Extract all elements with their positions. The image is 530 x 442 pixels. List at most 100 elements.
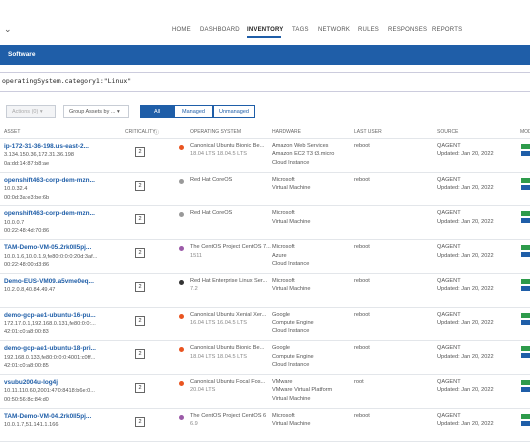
hardware-line: Virtual Machine bbox=[272, 286, 311, 293]
hardware-line: Virtual Machine bbox=[272, 185, 311, 192]
filter-button[interactable]: Unmanaged bbox=[213, 105, 255, 118]
os-line: Red Hat Enterprise Linux Ser... bbox=[190, 277, 268, 284]
source-line: Updated: Jan 20, 2022 bbox=[437, 151, 494, 158]
column-header[interactable]: ASSET bbox=[4, 129, 21, 135]
asset-detail: 10.0.1.7,51.141.1.166 bbox=[4, 422, 59, 428]
hardware-line: Google bbox=[272, 345, 291, 352]
asset-name[interactable]: openshift463-corp-dem-mzn... bbox=[4, 210, 95, 218]
hardware-line: Microsoft bbox=[272, 210, 295, 217]
asset-name[interactable]: demo-gcp-ae1-ubuntu-18-pri... bbox=[4, 345, 96, 353]
column-header[interactable]: CRITICALITY bbox=[125, 129, 156, 135]
group-label: Group Assets by ... bbox=[69, 109, 116, 115]
last-user: reboot bbox=[354, 412, 370, 419]
hardware-line: Virtual Machine bbox=[272, 395, 311, 402]
module-badge bbox=[521, 211, 530, 217]
source-line: Updated: Jan 20, 2022 bbox=[437, 421, 494, 427]
hardware-line: Microsoft bbox=[272, 176, 295, 183]
source-line: QAGENT bbox=[437, 311, 461, 318]
nav-item[interactable]: RESPONSES bbox=[388, 27, 428, 33]
header-line bbox=[0, 138, 530, 139]
row-line bbox=[0, 407, 530, 409]
row-line bbox=[0, 205, 530, 207]
group-dropdown[interactable]: Group Assets by ... ▾ bbox=[63, 105, 129, 118]
asset-detail: 42:01:c0:a8:00:85 bbox=[4, 363, 49, 369]
os-icon bbox=[179, 145, 184, 150]
nav-item[interactable]: INVENTORY bbox=[247, 27, 284, 33]
row-line bbox=[0, 272, 530, 274]
filter-button[interactable]: Managed bbox=[174, 105, 213, 118]
last-user: reboot bbox=[354, 277, 370, 284]
asset-detail: 42:01:c0:a8:00:83 bbox=[4, 329, 49, 336]
asset-name[interactable]: vsubu2004u-log4j bbox=[4, 378, 58, 386]
asset-name[interactable]: TAM-Demo-VM-05.2rk0ll5pj... bbox=[4, 244, 92, 252]
last-user: reboot bbox=[354, 143, 370, 149]
module-badge bbox=[521, 151, 530, 156]
asset-detail: 00:50:56:8c:84:d0 bbox=[4, 396, 49, 403]
asset-detail: 10.0.32.4 bbox=[4, 186, 28, 193]
criticality-badge: 2 bbox=[135, 180, 145, 191]
actions-dropdown[interactable]: Actions (0) ▾ bbox=[6, 105, 56, 118]
asset-name[interactable]: openshift463-corp-dem-mzn... bbox=[4, 176, 95, 184]
last-user: reboot bbox=[354, 244, 370, 251]
module-badge bbox=[521, 413, 530, 419]
nav-item[interactable]: RULES bbox=[358, 27, 380, 33]
asset-detail: 172.17.0.1,192.168.0.131,fe80:0:0:... bbox=[4, 320, 96, 327]
asset-name[interactable]: TAM-Demo-VM-04.2rk0ll5pj... bbox=[4, 412, 92, 420]
search-box[interactable] bbox=[0, 72, 530, 92]
criticality-badge: 2 bbox=[135, 214, 145, 225]
module-badge bbox=[521, 218, 530, 224]
os-line: The CentOS Project CentOS 7... bbox=[190, 244, 271, 251]
os-line: 18.04 LTS 18.04.5 LTS bbox=[190, 151, 248, 158]
row-line bbox=[0, 340, 530, 342]
asset-detail: 10.2.0.8,40.84.49.47 bbox=[4, 287, 56, 294]
menu-chevron[interactable]: ⌄ bbox=[4, 24, 12, 34]
search-query[interactable]: operatingSystem.category1:"Linux" bbox=[2, 77, 132, 85]
os-line: 18.04 LTS 18.04.5 LTS bbox=[190, 353, 248, 360]
os-icon bbox=[179, 414, 184, 420]
module-badge bbox=[521, 353, 530, 359]
source-line: Updated: Jan 20, 2022 bbox=[437, 286, 494, 293]
source-line: QAGENT bbox=[437, 277, 461, 284]
nav-item[interactable]: TAGS bbox=[292, 27, 309, 33]
module-badge bbox=[521, 252, 530, 258]
nav-item[interactable]: DASHBOARD bbox=[200, 27, 240, 33]
tab-software[interactable]: Software bbox=[8, 51, 36, 58]
asset-name[interactable]: demo-gcp-ae1-ubuntu-16-pu... bbox=[4, 311, 96, 319]
nav-item[interactable]: NETWORK bbox=[318, 27, 351, 33]
asset-detail: 00:0d:3a:e3:be:6b bbox=[4, 194, 50, 201]
column-header[interactable]: HARDWARE bbox=[272, 129, 301, 135]
source-line: Updated: Jan 20, 2022 bbox=[437, 353, 494, 360]
module-badge bbox=[521, 420, 530, 426]
column-header[interactable]: LAST USER bbox=[354, 129, 382, 135]
column-header[interactable]: OPERATING SYSTEM bbox=[190, 129, 242, 135]
module-badge bbox=[521, 379, 530, 385]
os-line: Red Hat CoreOS bbox=[190, 210, 233, 217]
source-line: QAGENT bbox=[437, 210, 461, 217]
os-line: 1511 bbox=[190, 252, 203, 259]
hardware-line: Amazon EC2 T3 t3.micro bbox=[272, 151, 335, 158]
asset-name[interactable]: Demo-EUS-VM09.a5vme0eq... bbox=[4, 277, 94, 285]
source-line: QAGENT bbox=[437, 143, 461, 149]
column-header[interactable]: MOD bbox=[520, 129, 530, 135]
filter-button[interactable]: All bbox=[140, 105, 174, 118]
source-line: Updated: Jan 20, 2022 bbox=[437, 319, 494, 326]
os-line: Canonical Ubuntu Bionic Be... bbox=[190, 345, 265, 352]
asset-detail: 10.11.110.60,2001:470:8418:b6e:0... bbox=[4, 388, 95, 395]
last-user: reboot bbox=[354, 311, 370, 318]
module-badge bbox=[521, 312, 530, 318]
source-line: QAGENT bbox=[437, 345, 461, 352]
asset-detail: 3.134.150.36,172.31.36.198 bbox=[4, 152, 74, 159]
asset-detail: 00:22:48:4d:70:86 bbox=[4, 228, 50, 235]
asset-name[interactable]: ip-172-31-36-198.us-east-2... bbox=[4, 143, 89, 150]
os-line: Canonical Ubuntu Bionic Be... bbox=[190, 143, 265, 149]
os-line: Red Hat CoreOS bbox=[190, 176, 233, 183]
criticality-badge: 2 bbox=[135, 315, 145, 326]
module-badge bbox=[521, 285, 530, 291]
criticality-badge: 2 bbox=[135, 416, 145, 427]
nav-item[interactable]: REPORTS bbox=[432, 27, 463, 33]
source-line: Updated: Jan 20, 2022 bbox=[437, 252, 494, 259]
nav-item[interactable]: HOME bbox=[172, 27, 191, 33]
column-header[interactable]: SOURCE bbox=[437, 129, 459, 135]
actions-label: Actions (0) bbox=[12, 109, 39, 115]
